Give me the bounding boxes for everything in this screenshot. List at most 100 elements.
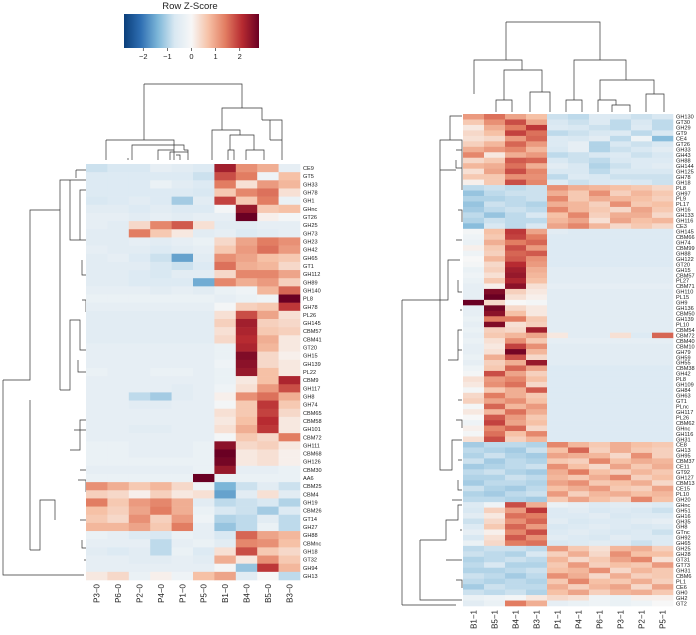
heat-cell [235,408,258,418]
heat-cell [568,141,590,148]
heat-cell [505,496,527,503]
heat-cell [568,190,590,197]
heat-cell [589,442,611,448]
heat-cell [568,584,590,590]
heat-cell [652,480,674,487]
heat-cell [86,270,108,279]
heat-cell [631,398,653,405]
row-label: CE11 [676,465,690,471]
heat-cell [652,442,674,448]
row-label: GH15 [676,268,691,274]
heat-cell [484,294,506,301]
heat-cell [278,245,301,255]
heat-cell [278,270,301,279]
heat-cell [547,267,569,273]
heat-cell [107,498,130,507]
heat-cell [235,457,258,467]
heat-cell [610,261,632,268]
heat-cell [568,502,590,508]
heat-cell [547,288,569,295]
heat-cell [107,318,130,328]
heat-cell [589,485,611,492]
heat-cell [568,414,590,421]
heat-cell [235,465,258,475]
heat-cell [257,294,279,303]
heat-cell [86,318,108,328]
row-label: CBM10 [676,344,695,350]
heat-cell [526,288,548,295]
heat-cell [631,338,653,344]
heat-cell [526,245,548,251]
heat-cell [463,196,485,202]
row-label: CBM50 [676,312,695,318]
heat-cell [526,534,548,541]
heat-cell [463,223,485,230]
heat-cell [526,114,548,120]
heat-cell [589,332,611,339]
heat-cell [107,221,130,230]
heat-cell [526,556,548,563]
heat-cell [463,365,485,372]
heat-cell [589,152,611,159]
heat-cell [463,135,485,142]
heat-cell [652,239,674,246]
heat-cell [257,433,279,442]
heat-cell [610,529,632,536]
heat-cell [589,420,611,426]
heat-cell [278,457,301,467]
heat-cell [568,288,590,295]
heat-cell [568,168,590,175]
heat-cell [128,245,151,255]
heat-cell [526,316,548,323]
heat-cell [568,212,590,219]
heat-cell [547,392,569,399]
heat-cell [150,490,172,499]
heat-cell [107,482,130,491]
heat-cell [505,573,527,579]
heat-cell [547,524,569,530]
heat-cell [589,567,611,574]
heat-cell [484,288,506,295]
heat-cell [631,196,653,202]
heat-cell [463,447,485,454]
heat-cell [631,376,653,383]
heat-cell [547,420,569,426]
heat-cell [610,299,632,306]
heat-cell [257,441,279,450]
heat-cell [631,513,653,519]
heat-cell [631,458,653,465]
heat-cell [631,595,653,601]
heat-cell [589,474,611,481]
heat-cell [631,152,653,159]
heat-cell [610,179,632,186]
row-label: GH130 [676,115,694,121]
heat-cell [463,474,485,481]
heat-cell [171,164,194,173]
heat-cell [610,124,632,131]
heat-cell [589,562,611,569]
heat-cell [463,354,485,361]
heat-cell [568,124,590,131]
heat-cell [278,335,301,344]
heat-cell [214,441,237,450]
heat-cell [484,584,506,590]
heat-cell [235,212,258,222]
heat-cell [193,237,215,246]
heat-cell [589,179,611,186]
heat-cell [484,119,506,126]
heat-cell [610,463,632,470]
right-row-dendrogram [401,115,463,606]
heat-cell [235,229,258,238]
heat-cell [128,400,151,410]
heat-cell [568,360,590,366]
heat-cell [568,338,590,344]
heat-cell [463,288,485,295]
heat-cell [547,196,569,202]
row-label: GH84 [676,388,691,394]
row-label: GH144 [676,164,694,170]
heat-cell [589,157,611,164]
heat-cell [257,571,279,581]
heat-cell [128,571,151,581]
color-key-tick-label: 1 [214,52,218,61]
heat-cell [526,398,548,405]
